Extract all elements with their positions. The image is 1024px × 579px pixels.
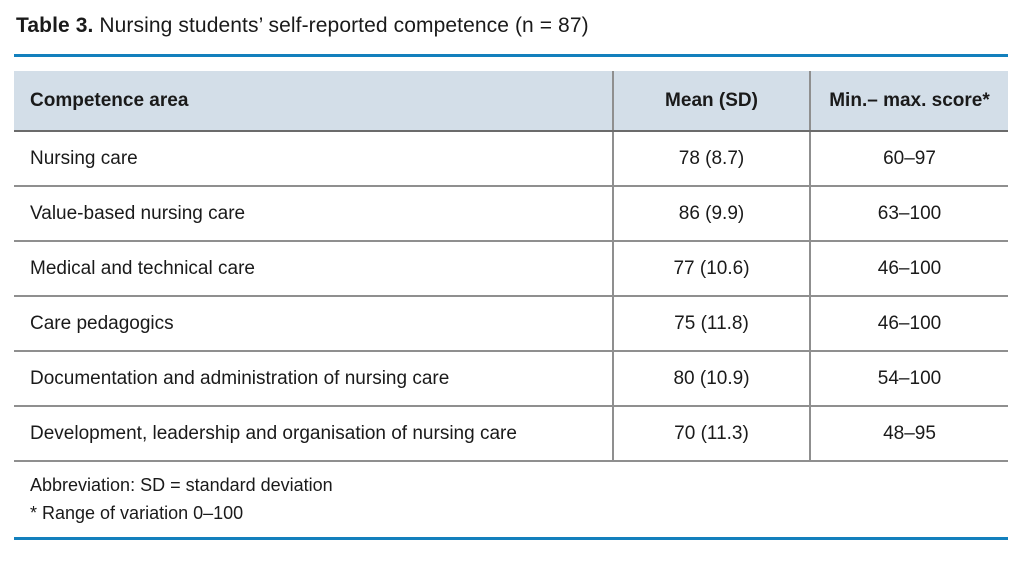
- column-header-mean-sd: Mean (SD): [613, 71, 811, 132]
- table-row: Development, leadership and organisation…: [14, 406, 1008, 462]
- cell-min-max: 48–95: [810, 406, 1008, 462]
- table-caption: Table 3. Nursing students’ self-reported…: [16, 14, 1008, 38]
- cell-mean-sd: 70 (11.3): [613, 406, 811, 462]
- table-row: Value-based nursing care 86 (9.9) 63–100: [14, 186, 1008, 242]
- footnote-range-of-variation: * Range of variation 0–100: [30, 503, 244, 523]
- cell-competence-area: Medical and technical care: [14, 241, 614, 297]
- bottom-accent-rule: [14, 537, 1008, 540]
- column-header-competence-area: Competence area: [14, 71, 614, 132]
- cell-min-max: 63–100: [810, 186, 1008, 242]
- table-header-row: Competence area Mean (SD) Min.– max. sco…: [14, 71, 1008, 132]
- table-row: Care pedagogics 75 (11.8) 46–100: [14, 296, 1008, 352]
- table-footnotes: Abbreviation: SD = standard deviation * …: [30, 471, 1008, 527]
- cell-mean-sd: 78 (8.7): [613, 131, 811, 187]
- cell-min-max: 46–100: [810, 241, 1008, 297]
- cell-competence-area: Development, leadership and organisation…: [14, 406, 614, 462]
- cell-min-max: 54–100: [810, 351, 1008, 407]
- table-number: Table 3.: [16, 14, 94, 37]
- cell-competence-area: Documentation and administration of nurs…: [14, 351, 614, 407]
- table-caption-text: Nursing students’ self-reported competen…: [93, 14, 589, 37]
- document-page: Table 3. Nursing students’ self-reported…: [0, 14, 1024, 579]
- cell-competence-area: Nursing care: [14, 131, 614, 187]
- table-row: Medical and technical care 77 (10.6) 46–…: [14, 241, 1008, 297]
- table-row: Nursing care 78 (8.7) 60–97: [14, 131, 1008, 187]
- cell-mean-sd: 77 (10.6): [613, 241, 811, 297]
- cell-min-max: 60–97: [810, 131, 1008, 187]
- cell-mean-sd: 75 (11.8): [613, 296, 811, 352]
- column-header-min-max-score: Min.– max. score*: [810, 71, 1008, 132]
- competence-table: Competence area Mean (SD) Min.– max. sco…: [14, 71, 1008, 462]
- cell-competence-area: Value-based nursing care: [14, 186, 614, 242]
- table-row: Documentation and administration of nurs…: [14, 351, 1008, 407]
- top-accent-rule: [14, 54, 1008, 57]
- cell-mean-sd: 86 (9.9): [613, 186, 811, 242]
- cell-mean-sd: 80 (10.9): [613, 351, 811, 407]
- cell-min-max: 46–100: [810, 296, 1008, 352]
- cell-competence-area: Care pedagogics: [14, 296, 614, 352]
- footnote-abbreviation: Abbreviation: SD = standard deviation: [30, 475, 333, 495]
